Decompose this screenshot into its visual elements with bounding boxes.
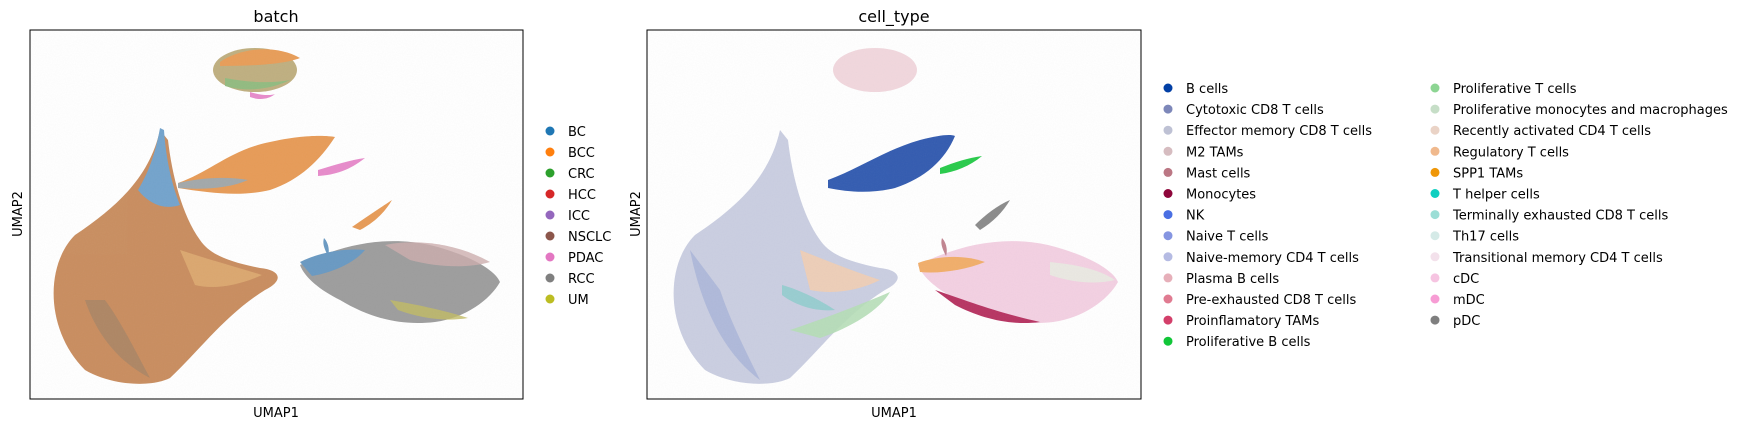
legend-label: Terminally exhausted CD8 T cells xyxy=(1452,209,1668,224)
legend-marker xyxy=(1163,252,1173,262)
legend-marker xyxy=(1430,104,1440,114)
legend-marker xyxy=(1163,167,1173,177)
legend-marker xyxy=(1163,210,1173,220)
legend-label: Transitional memory CD4 T cells xyxy=(1452,251,1663,266)
batch-xlabel: UMAP1 xyxy=(253,406,299,421)
legend-marker xyxy=(1430,273,1440,283)
legend-marker xyxy=(1430,252,1440,262)
legend-label: Mast cells xyxy=(1186,166,1251,181)
legend-label: Pre-exhausted CD8 T cells xyxy=(1186,293,1356,308)
cell-type-scatter-points xyxy=(647,30,1141,399)
legend-label: pDC xyxy=(1453,314,1480,329)
legend-marker xyxy=(1163,315,1173,325)
legend-marker xyxy=(545,189,555,199)
legend-marker xyxy=(1430,167,1440,177)
legend-marker xyxy=(1430,210,1440,220)
legend-label: Naive T cells xyxy=(1186,230,1269,245)
legend-label: Monocytes xyxy=(1186,188,1256,203)
cell-type-title: cell_type xyxy=(858,7,929,27)
cell-type-panel: cell_type xyxy=(629,7,1728,421)
legend-label: Th17 cells xyxy=(1452,230,1519,245)
legend-label: mDC xyxy=(1453,293,1485,308)
legend-label: Regulatory T cells xyxy=(1453,145,1569,160)
legend-marker xyxy=(545,252,555,262)
cell-type-legend: B cells Cytotoxic CD8 T cells Effector mem… xyxy=(1163,82,1728,350)
legend-label: T helper cells xyxy=(1452,188,1540,203)
legend-label: CRC xyxy=(568,167,595,182)
legend-marker xyxy=(1163,189,1173,198)
legend-label: Effector memory CD8 T cells xyxy=(1186,124,1372,139)
legend-marker xyxy=(545,168,555,178)
cell-type-ylabel: UMAP2 xyxy=(629,191,644,237)
legend-marker xyxy=(1163,125,1173,135)
legend-label: Proinflamatory TAMs xyxy=(1186,314,1320,329)
legend-label: M2 TAMs xyxy=(1186,145,1244,160)
legend-marker xyxy=(1163,336,1173,346)
legend-label: Proliferative B cells xyxy=(1186,335,1311,350)
legend-label: cDC xyxy=(1453,272,1479,287)
legend-label: Proliferative monocytes and macrophages xyxy=(1453,103,1728,118)
legend-marker xyxy=(1163,104,1173,114)
batch-panel: batch xyxy=(11,7,611,421)
legend-label: Plasma B cells xyxy=(1186,272,1279,287)
batch-legend: BC BCC CRC HCC ICC NSCLC PDAC RCC UM xyxy=(545,125,611,308)
legend-label: UM xyxy=(568,293,589,308)
batch-title: batch xyxy=(253,7,298,26)
legend-marker xyxy=(545,147,555,157)
legend-label: NSCLC xyxy=(568,230,611,245)
legend-marker xyxy=(1430,315,1440,325)
legend-marker xyxy=(1430,146,1440,156)
legend-marker xyxy=(1430,125,1440,135)
legend-marker xyxy=(545,231,555,241)
legend-label: RCC xyxy=(568,272,595,287)
legend-marker xyxy=(545,273,555,283)
legend-marker xyxy=(545,210,555,220)
cell-type-axes-frame xyxy=(646,29,1142,400)
batch-scatter-points xyxy=(30,30,523,399)
legend-label: Cytotoxic CD8 T cells xyxy=(1186,103,1324,118)
legend-marker xyxy=(1430,189,1440,198)
legend-marker xyxy=(1163,146,1173,156)
legend-marker xyxy=(1430,231,1440,241)
cell-type-xlabel: UMAP1 xyxy=(871,406,917,421)
legend-marker xyxy=(545,126,555,136)
legend-label: NK xyxy=(1186,209,1205,224)
legend-label: B cells xyxy=(1186,82,1228,97)
legend-label: Recently activated CD4 T cells xyxy=(1453,124,1651,139)
legend-label: Naive-memory CD4 T cells xyxy=(1186,251,1359,266)
legend-marker xyxy=(1430,294,1440,304)
batch-axes-frame xyxy=(29,29,524,400)
legend-label: Proliferative T cells xyxy=(1453,82,1577,97)
legend-label: SPP1 TAMs xyxy=(1453,166,1523,181)
legend-marker xyxy=(1430,83,1440,93)
legend-label: ICC xyxy=(568,209,590,224)
legend-marker xyxy=(1163,294,1173,304)
legend-marker xyxy=(1163,231,1173,241)
legend-label: BC xyxy=(568,125,586,140)
batch-ylabel: UMAP2 xyxy=(11,191,26,237)
legend-marker xyxy=(1163,273,1173,283)
legend-label: BCC xyxy=(568,146,595,161)
legend-marker xyxy=(545,294,555,304)
legend-label: PDAC xyxy=(568,251,603,266)
legend-marker xyxy=(1163,83,1173,93)
legend-label: HCC xyxy=(568,188,596,203)
